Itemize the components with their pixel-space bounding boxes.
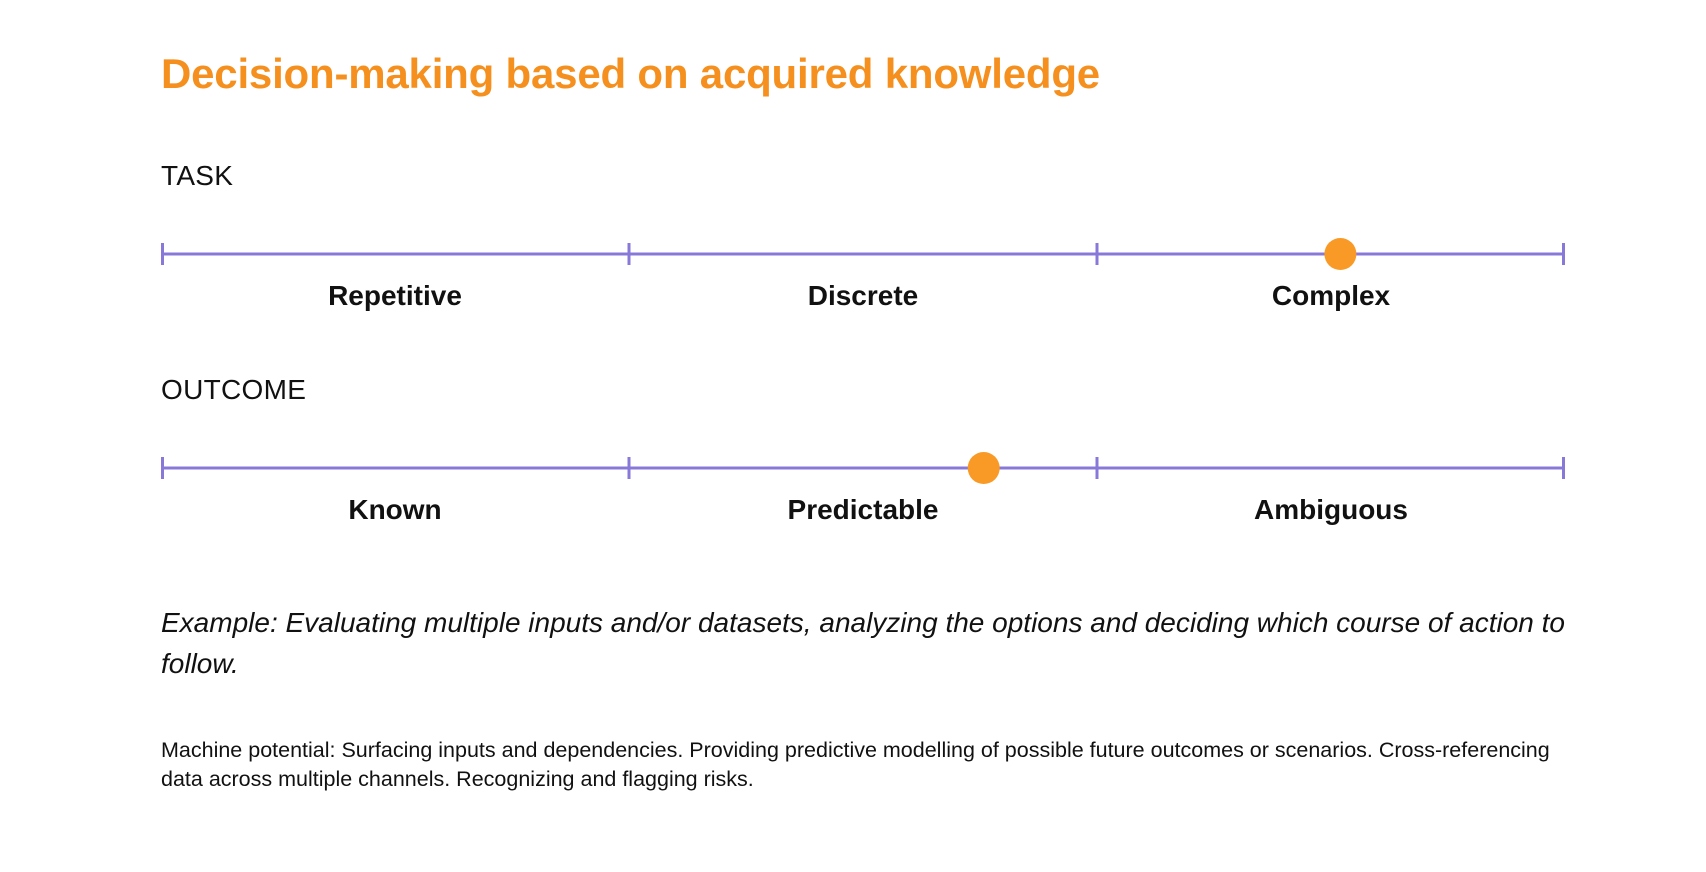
outcome-scale: Known Predictable Ambiguous xyxy=(161,448,1565,525)
example-text: Example: Evaluating multiple inputs and/… xyxy=(161,607,1565,679)
task-category-complex: Complex xyxy=(1271,280,1391,311)
outcome-category-ambiguous: Ambiguous xyxy=(1254,494,1408,525)
outcome-heading: OUTCOME xyxy=(161,374,307,405)
page-title: Decision-making based on acquired knowle… xyxy=(161,50,1100,97)
outcome-category-known: Known xyxy=(348,494,442,525)
task-heading: TASK xyxy=(161,160,234,191)
task-position-marker xyxy=(1324,238,1357,270)
task-scale: Repetitive Discrete Complex xyxy=(161,234,1565,311)
outcome-position-marker xyxy=(967,452,1000,484)
outcome-category-predictable: Predictable xyxy=(787,494,939,525)
task-category-discrete: Discrete xyxy=(807,280,919,311)
task-scale-line xyxy=(161,238,1565,270)
machine-potential-text: Machine potential: Surfacing inputs and … xyxy=(161,738,1550,791)
outcome-scale-line xyxy=(161,452,1565,484)
task-category-repetitive: Repetitive xyxy=(328,280,462,311)
